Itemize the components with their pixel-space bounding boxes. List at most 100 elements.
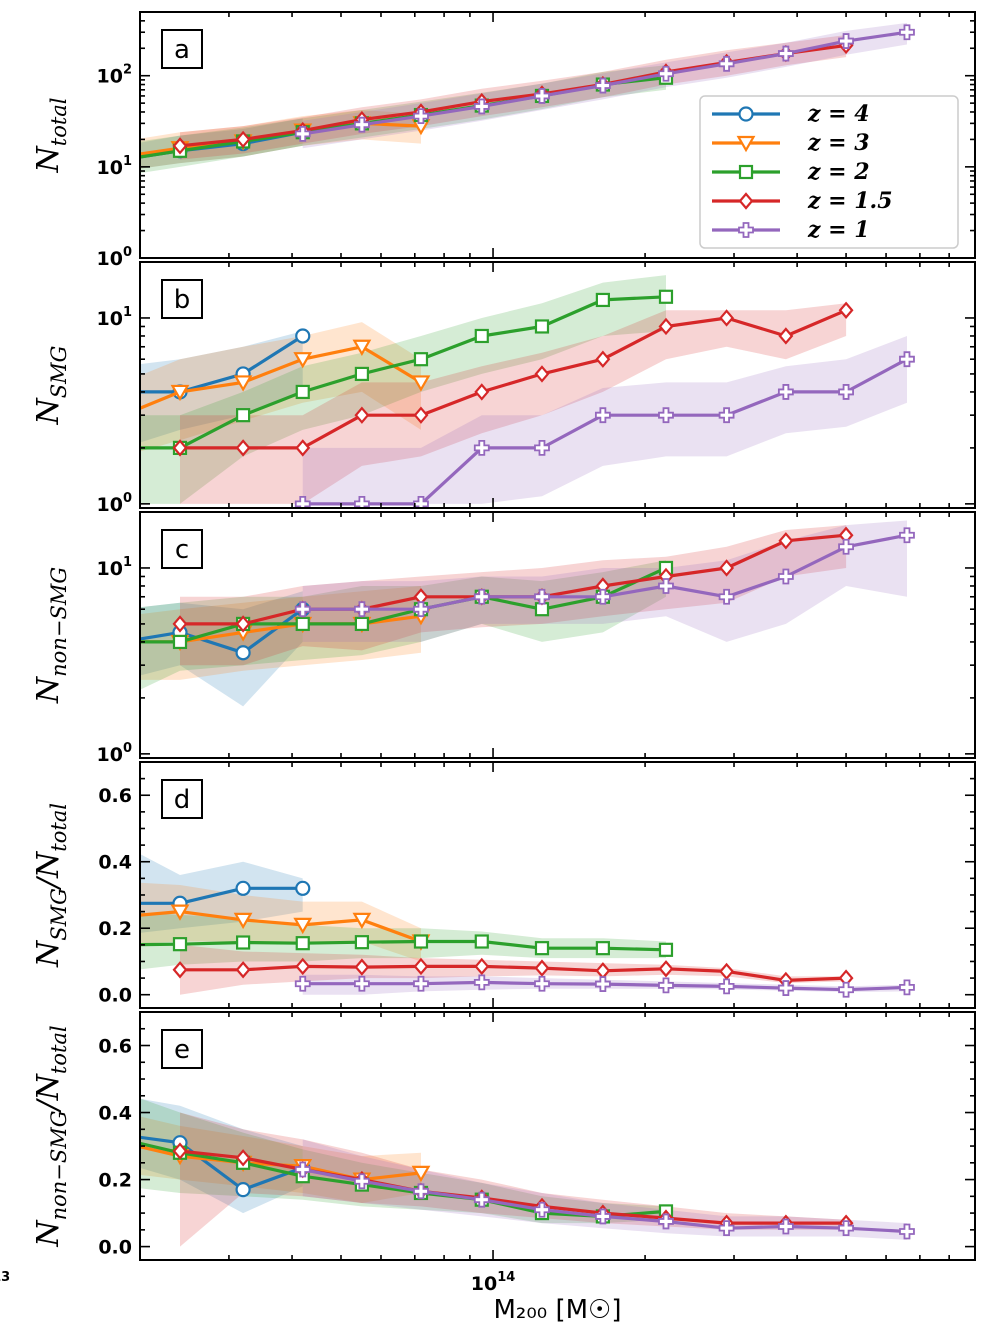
panel-b: 100 101 b NSMG (0, 261, 976, 516)
marker-b-z-3 (54, 442, 69, 455)
marker-d-z-3 (352, 912, 372, 930)
marker-c-z-1 (594, 588, 611, 605)
marker-b-z-1.5 (354, 406, 370, 424)
line-b-z-1.5 (180, 308, 847, 450)
panel-label-d: d (161, 779, 203, 819)
marker-d-z-1 (534, 975, 550, 992)
panel-frame-e (139, 1011, 976, 1261)
marker-c-z-1 (353, 601, 370, 618)
line-e-z-3 (140, 1145, 422, 1182)
marker-c-z-1 (838, 538, 854, 555)
legend-entry: z = 1 (712, 217, 870, 243)
marker-e-z-1 (718, 1220, 735, 1237)
legend: z = 4 z = 3 z = 2 z = 1.5 z = 1 (699, 95, 959, 249)
marker-e-z-1 (473, 1191, 490, 1208)
panel-frame-d (139, 761, 976, 1009)
y-axis-label-d: NSMG/Ntotal (31, 803, 71, 968)
panel-d: 0.0 0.2 0.4 0.6 d NSMG/Ntotal (0, 761, 976, 1009)
marker-b-z-2 (235, 408, 251, 423)
marker-d-z-1 (594, 976, 611, 992)
band-e-z-2 (140, 1098, 666, 1224)
marker-b-z-4 (0, 441, 5, 454)
y-tick-label: 101 (97, 154, 133, 179)
y-tick-label: 101 (97, 305, 133, 330)
marker-c-z-1 (658, 578, 674, 594)
y-tick-label: 0.0 (98, 1237, 132, 1259)
y-tick-label: 0.4 (98, 1103, 132, 1125)
marker-c-z-4 (235, 645, 251, 661)
marker-e-z-3 (411, 1165, 431, 1183)
band-b-z-2 (140, 275, 666, 504)
band-c-z-1.5 (180, 525, 847, 666)
panel-label-a: a (161, 29, 203, 69)
marker-c-z-4 (0, 659, 5, 672)
marker-d-z-1.5 (235, 961, 251, 979)
line-e-z-2 (140, 1141, 667, 1219)
legend-label: z = 1 (807, 217, 870, 243)
svg-text:b: b (174, 285, 191, 315)
marker-b-z-1 (838, 384, 854, 400)
legend-marker (736, 135, 756, 153)
line-c-z-2 (140, 566, 667, 644)
marker-d-z-1.5 (172, 961, 188, 979)
marker-d-z-1.5 (354, 958, 370, 976)
marker-b-z-3 (352, 339, 372, 356)
panel-frame-c (139, 511, 976, 759)
svg-text:e: e (174, 1035, 190, 1065)
legend-label: z = 3 (807, 130, 870, 156)
marker-b-z-1 (294, 495, 311, 508)
marker-b-z-1 (473, 439, 490, 456)
marker-b-z-2 (534, 319, 550, 334)
y-axis-label-a: Ntotal (31, 97, 71, 173)
marker-b-z-1 (777, 384, 794, 400)
marker-d-z-1.5 (474, 957, 490, 976)
marker-b-z-3 (170, 384, 190, 402)
marker-d-z-1.5 (413, 957, 429, 976)
marker-a-z-1 (718, 55, 735, 72)
marker-c-z-1 (534, 588, 550, 605)
legend-marker (738, 164, 754, 180)
marker-b-z-1.5 (778, 327, 794, 345)
marker-c-z-2 (172, 634, 188, 650)
line-b-z-3 (140, 345, 422, 410)
marker-b-z-3 (233, 375, 253, 392)
marker-d-z-1.5 (658, 960, 674, 978)
marker-d-z-1 (473, 974, 490, 991)
marker-a-z-4 (0, 172, 5, 185)
panel-frame-b (139, 261, 976, 509)
marker-c-z-1 (473, 588, 490, 605)
marker-d-z-2 (474, 934, 489, 949)
legend-entry: z = 4 (712, 101, 870, 127)
marker-b-z-1.5 (235, 439, 251, 457)
legend-label: z = 1.5 (807, 188, 893, 214)
marker-d-z-4 (0, 888, 5, 901)
marker-b-z-3 (293, 352, 313, 369)
band-b-z-1.5 (180, 303, 847, 504)
marker-b-z-1 (534, 439, 550, 456)
marker-c-z-1.5 (719, 559, 735, 577)
marker-a-z-3 (0, 170, 6, 183)
marker-e-z-3 (0, 1129, 6, 1142)
marker-d-z-1 (294, 975, 311, 992)
plot-area-e (0, 1098, 915, 1247)
marker-c-z-2 (354, 616, 369, 632)
line-d-z-3 (140, 909, 422, 944)
marker-b-z-2 (117, 442, 129, 454)
line-d-z-2 (140, 939, 667, 952)
marker-e-z-2 (117, 1133, 129, 1145)
marker-e-z-1 (294, 1161, 311, 1178)
panel-e: 0.0 0.2 0.4 0.6 e Nnon−SMG/Ntotal 1013 1014 (0, 1011, 976, 1295)
marker-a-z-1 (899, 24, 915, 41)
line-e-z-1.5 (179, 1149, 847, 1225)
marker-a-z-1 (594, 77, 611, 94)
marker-b-z-1.5 (595, 350, 611, 368)
marker-b-z-1 (658, 407, 674, 424)
y-tick-label: 0.4 (98, 852, 132, 874)
panel-label-c: c (161, 529, 203, 569)
marker-b-z-3 (411, 375, 431, 392)
legend-entry: z = 3 (712, 130, 870, 156)
marker-c-z-2 (117, 636, 129, 648)
marker-a-z-1.5 (172, 137, 188, 155)
marker-c-z-2 (295, 616, 310, 632)
marker-b-z-2 (595, 292, 610, 308)
